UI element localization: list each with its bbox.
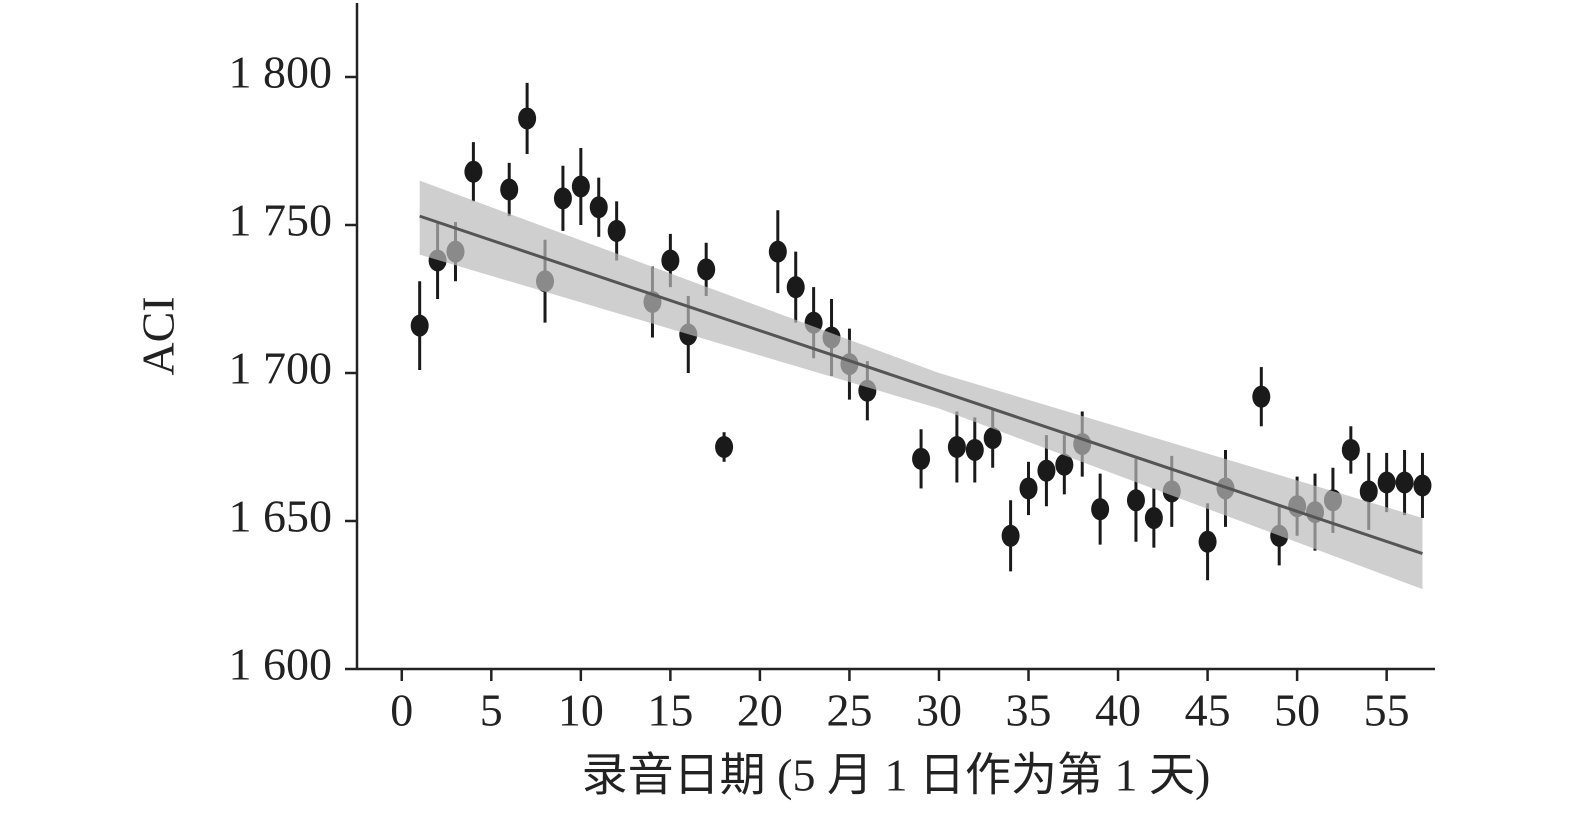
y-tick-label: 1 700	[229, 343, 333, 394]
point	[1091, 498, 1110, 521]
y-tick-label: 1 750	[229, 195, 333, 246]
point	[500, 178, 519, 201]
y-tick-label: 1 600	[229, 639, 333, 690]
point	[607, 219, 626, 242]
point	[1198, 530, 1217, 553]
point	[965, 438, 984, 461]
point	[983, 427, 1002, 450]
point	[947, 436, 966, 458]
y-axis-title: ACI	[133, 296, 184, 375]
point	[1341, 438, 1360, 461]
point	[1126, 489, 1145, 512]
x-tick-label: 20	[737, 685, 783, 736]
point	[1019, 477, 1038, 500]
x-tick-label: 25	[826, 685, 872, 736]
x-tick-label: 50	[1274, 685, 1320, 736]
point	[464, 160, 483, 183]
point	[1037, 459, 1056, 482]
point	[1377, 471, 1396, 494]
y-tick-label: 1 650	[229, 491, 333, 542]
point	[697, 258, 716, 281]
x-tick-label: 30	[916, 685, 962, 736]
point	[786, 276, 805, 299]
x-axis-title: 录音日期 (5 月 1 日作为第 1 天)	[582, 750, 1211, 801]
x-tick-label: 40	[1095, 685, 1141, 736]
x-tick-label: 35	[1006, 685, 1052, 736]
point	[1359, 480, 1378, 503]
point	[410, 314, 429, 337]
point	[715, 436, 734, 458]
point	[589, 196, 608, 219]
point	[1055, 453, 1074, 476]
x-tick-label: 45	[1185, 685, 1231, 736]
point	[571, 175, 590, 198]
point	[1413, 474, 1432, 497]
x-tick-label: 55	[1364, 685, 1410, 736]
x-tick-label: 5	[480, 685, 503, 736]
point	[912, 447, 931, 470]
point	[518, 107, 537, 130]
x-tick-label: 15	[647, 685, 693, 736]
point	[661, 249, 680, 272]
y-tick-label: 1 800	[229, 47, 333, 98]
point	[1001, 524, 1020, 547]
fit-line	[419, 214, 1423, 555]
point	[1395, 471, 1414, 494]
x-tick-label: 0	[390, 685, 413, 736]
point	[553, 187, 572, 210]
point	[768, 240, 787, 263]
x-tick-label: 10	[558, 685, 604, 736]
point	[1252, 385, 1271, 408]
point	[1144, 507, 1163, 530]
